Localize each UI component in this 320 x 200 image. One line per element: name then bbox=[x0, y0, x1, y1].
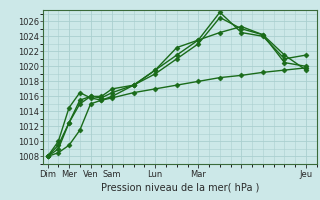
X-axis label: Pression niveau de la mer( hPa ): Pression niveau de la mer( hPa ) bbox=[101, 183, 259, 193]
